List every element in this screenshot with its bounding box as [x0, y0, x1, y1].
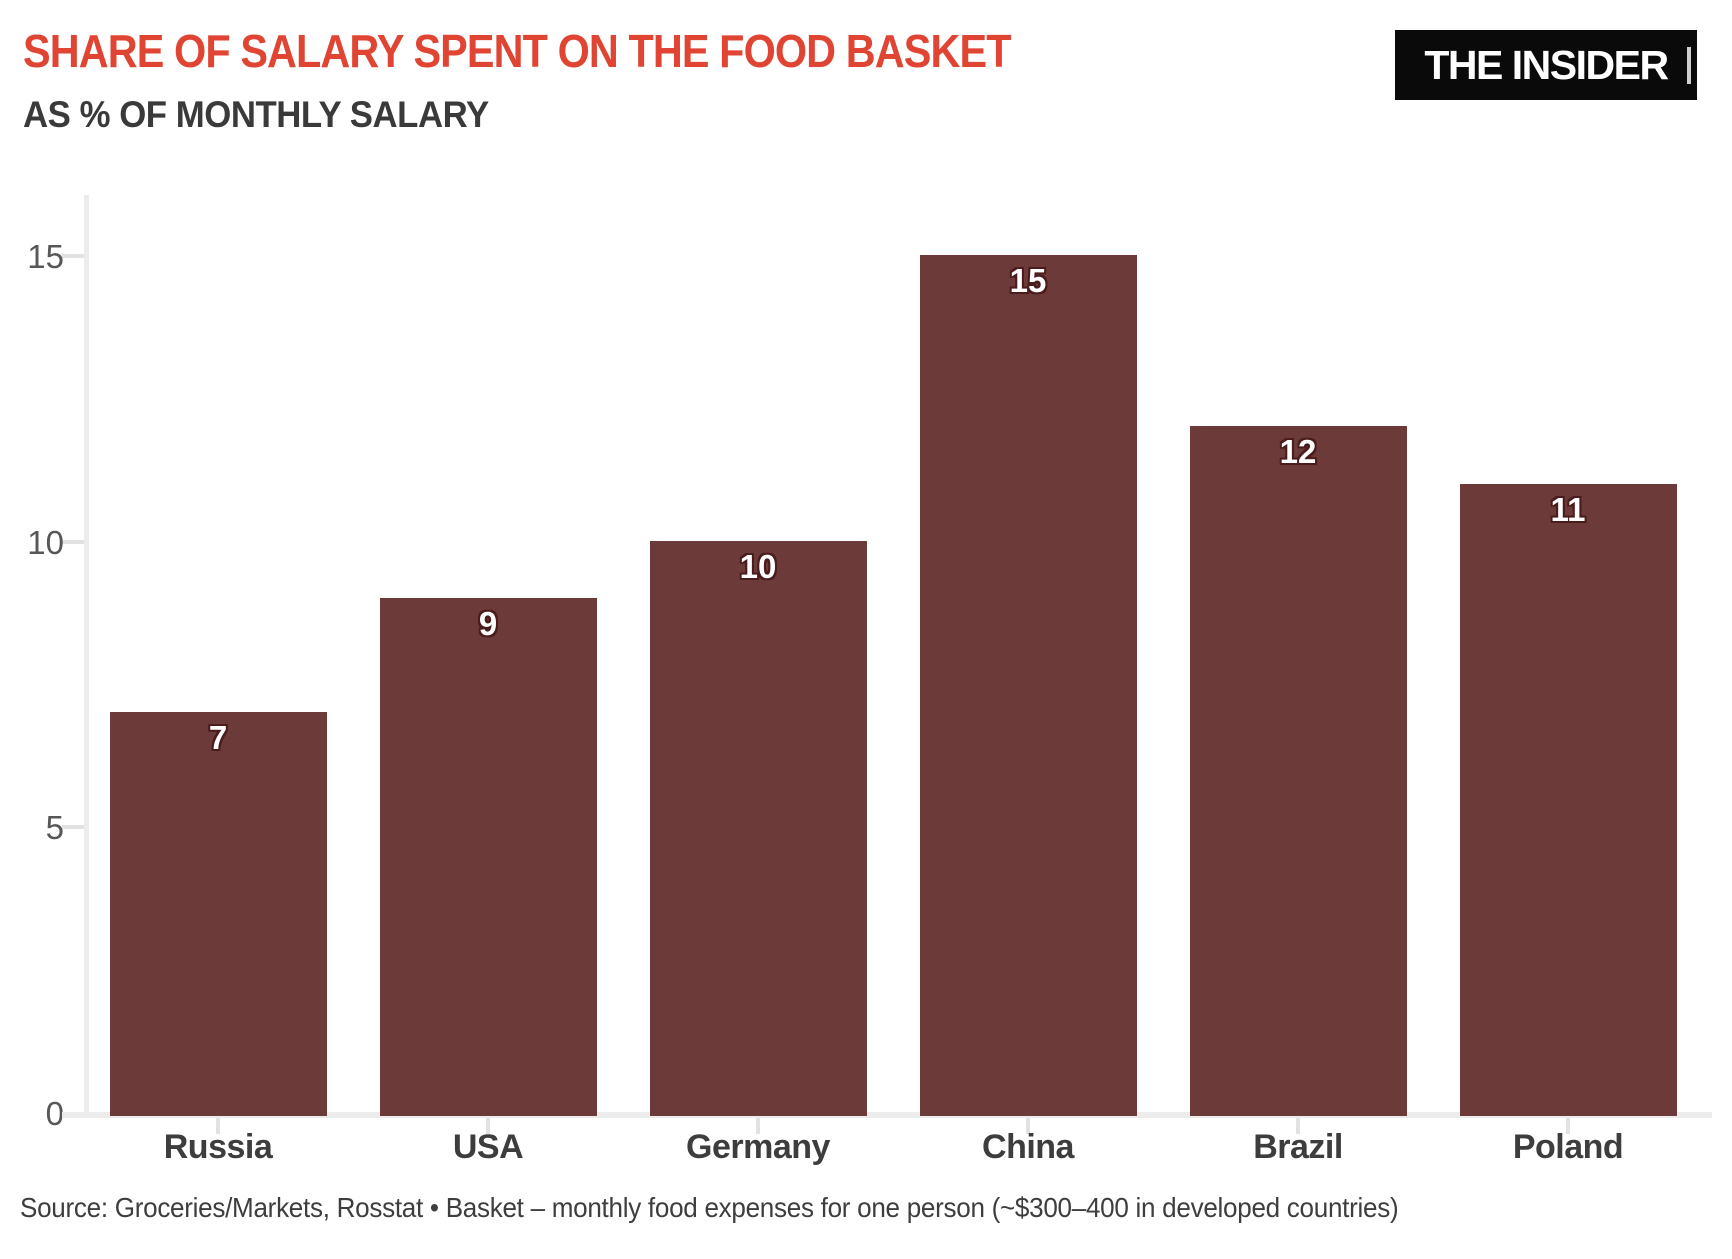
y-axis-line	[84, 195, 89, 1118]
x-axis-label-usa: USA	[452, 1128, 524, 1166]
x-axis-tick-usa	[486, 1118, 490, 1134]
bar-russia: 7	[109, 712, 327, 1116]
x-axis-label-germany: Germany	[686, 1128, 830, 1166]
x-axis-label-brazil: Brazil	[1253, 1128, 1343, 1166]
chart-subtitle: AS % OF MONTHLY SALARY	[23, 94, 489, 135]
bar-value-poland: 11	[1550, 490, 1586, 528]
bar-china: 15	[919, 255, 1137, 1116]
bar-value-germany: 10	[739, 547, 777, 585]
source-note: Source: Groceries/Markets, Rosstat • Bas…	[20, 1192, 1399, 1223]
bar-value-china: 15	[1009, 262, 1047, 300]
x-axis-tick-germany	[756, 1118, 760, 1134]
logo-text: THE INSIDER	[1424, 42, 1669, 88]
y-axis-label-0: 0	[45, 1095, 64, 1132]
bar-poland: 11	[1459, 483, 1677, 1116]
x-axis-tick-poland	[1566, 1118, 1570, 1134]
bar-value-usa: 9	[478, 604, 498, 642]
chart-title: SHARE OF SALARY SPENT ON THE FOOD BASKET	[23, 25, 1011, 77]
y-axis-tick-15	[62, 254, 84, 259]
y-axis-label-5: 5	[45, 809, 64, 847]
x-axis-tick-brazil	[1296, 1118, 1300, 1134]
x-axis-line	[62, 1112, 1712, 1118]
x-axis-label-china: China	[982, 1128, 1074, 1166]
x-axis-tick-china	[1026, 1118, 1030, 1134]
bar-brazil: 12	[1189, 426, 1407, 1116]
bar-value-brazil: 12	[1279, 433, 1317, 471]
bar-value-russia: 7	[208, 719, 228, 757]
y-axis-tick-5	[62, 825, 84, 830]
x-axis-label-poland: Poland	[1512, 1128, 1624, 1166]
y-axis-label-10: 10	[27, 523, 64, 561]
x-axis-tick-russia	[216, 1118, 220, 1134]
logo-cursor-bar-icon	[1687, 47, 1691, 84]
y-axis-tick-10	[62, 539, 84, 544]
the-insider-logo: THE INSIDER	[1395, 30, 1697, 100]
bar-usa: 9	[379, 597, 597, 1116]
y-axis-label-15: 15	[27, 238, 64, 276]
x-axis-label-russia: Russia	[163, 1128, 273, 1166]
bar-germany: 10	[649, 540, 867, 1116]
